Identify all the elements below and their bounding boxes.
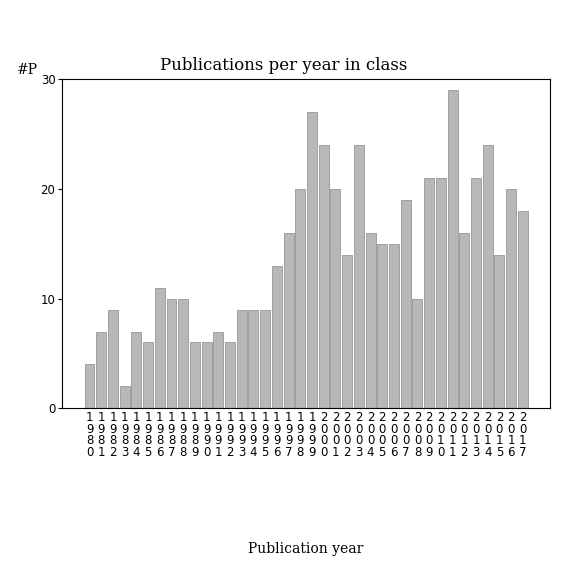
Bar: [295, 189, 305, 408]
Bar: [319, 145, 329, 408]
Bar: [331, 189, 340, 408]
Bar: [167, 299, 176, 408]
Bar: [506, 189, 516, 408]
Bar: [342, 255, 352, 408]
Bar: [412, 299, 422, 408]
Bar: [84, 365, 95, 408]
Text: Publication year: Publication year: [248, 541, 364, 556]
Bar: [447, 90, 458, 408]
Bar: [401, 200, 411, 408]
Bar: [225, 342, 235, 408]
Bar: [518, 211, 528, 408]
Bar: [459, 233, 469, 408]
Bar: [284, 233, 294, 408]
Bar: [377, 244, 387, 408]
Bar: [96, 332, 106, 408]
Bar: [424, 178, 434, 408]
Bar: [190, 342, 200, 408]
Text: #P: #P: [17, 62, 38, 77]
Bar: [143, 342, 153, 408]
Bar: [494, 255, 505, 408]
Text: Publications per year in class: Publications per year in class: [160, 57, 407, 74]
Bar: [213, 332, 223, 408]
Bar: [483, 145, 493, 408]
Bar: [272, 266, 282, 408]
Bar: [260, 310, 270, 408]
Bar: [132, 332, 141, 408]
Bar: [237, 310, 247, 408]
Bar: [120, 386, 130, 408]
Bar: [307, 112, 317, 408]
Bar: [436, 178, 446, 408]
Bar: [389, 244, 399, 408]
Bar: [248, 310, 259, 408]
Bar: [471, 178, 481, 408]
Bar: [155, 287, 165, 408]
Bar: [202, 342, 211, 408]
Bar: [178, 299, 188, 408]
Bar: [354, 145, 364, 408]
Bar: [108, 310, 118, 408]
Bar: [366, 233, 375, 408]
